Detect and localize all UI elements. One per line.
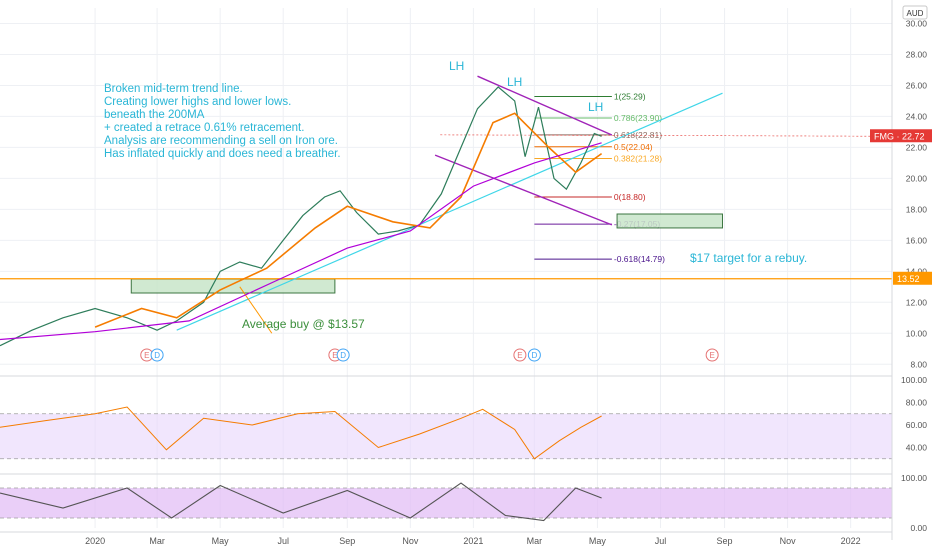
sma-50-line[interactable]: [94, 112, 603, 328]
rsi-tick-label: 40.00: [906, 443, 928, 453]
earnings-marker-label: E: [332, 351, 337, 360]
time-tick-label: Nov: [780, 536, 797, 546]
downtrend-channel-line[interactable]: [477, 75, 613, 136]
currency-badge: AUD: [902, 5, 928, 20]
lower-high-label: LH: [449, 59, 464, 73]
time-tick-label: 2020: [85, 536, 105, 546]
fib-level-label: 1(25.29): [614, 91, 646, 101]
dividend-marker-label: D: [531, 351, 537, 360]
earnings-marker[interactable]: [513, 348, 527, 362]
earnings-marker[interactable]: [705, 348, 719, 362]
rsi-tick-label: 100.00: [901, 375, 927, 385]
dividend-marker[interactable]: [527, 348, 541, 362]
rebuy-target-zone[interactable]: [616, 213, 723, 229]
drawn-lines[interactable]: [0, 75, 893, 334]
fib-level-label: 0(18.80): [614, 192, 646, 202]
earnings-marker-label: E: [709, 351, 714, 360]
average-line-label: 13.52: [897, 274, 920, 284]
note-line: + created a retrace 0.61% retracement.: [104, 122, 304, 134]
note-line: beneath the 200MA: [104, 109, 205, 121]
price-tick-label: 26.00: [906, 80, 928, 90]
earnings-marker-label: E: [144, 351, 149, 360]
time-tick-label: Nov: [402, 536, 419, 546]
dividend-marker-label: D: [154, 351, 160, 360]
time-tick-label: Jul: [277, 536, 289, 546]
note-line: Broken mid-term trend line.: [104, 83, 243, 95]
average-buy-note: Average buy @ $13.57: [242, 317, 365, 331]
average-line-tag[interactable]: 13.52: [893, 271, 932, 285]
price-axis[interactable]: 8.00 10.00 12.00 14.00 16.00 18.00 20.00 22.00 2…: [891, 0, 928, 540]
stoch-tick-label: 100.00: [901, 473, 927, 483]
price-tick-label: 8.00: [910, 359, 927, 369]
last-price-line: [440, 134, 893, 137]
price-tick-label: 20.00: [906, 173, 928, 183]
note-line: Creating lower highs and lower lows.: [104, 96, 291, 108]
price-tick-label: 10.00: [906, 328, 928, 338]
rsi-tick-label: 80.00: [906, 398, 928, 408]
note-line: Has inflated quickly and does need a bre…: [104, 148, 341, 160]
dividend-marker-label: D: [340, 351, 346, 360]
trade-notes: Broken mid-term trend line. Creating low…: [104, 83, 341, 160]
average-buy-zone[interactable]: [130, 278, 336, 294]
sma-200-line[interactable]: [0, 142, 602, 341]
event-markers[interactable]: E E E ED D D: [140, 348, 719, 362]
time-tick-label: May: [589, 536, 607, 546]
rsi-line[interactable]: [0, 406, 602, 460]
price-tick-label: 30.00: [906, 18, 928, 28]
price-tick-label: 12.00: [906, 297, 928, 307]
last-price-label: FMG · 22.72: [874, 131, 925, 141]
fib-level-label: 0.5(22.04): [614, 142, 653, 152]
price-tick-label: 16.00: [906, 235, 928, 245]
time-tick-label: Sep: [717, 536, 733, 546]
time-tick-label: Sep: [339, 536, 355, 546]
price-tick-label: 28.00: [906, 49, 928, 59]
price-line[interactable]: [0, 86, 602, 347]
rsi-band-fill: [0, 413, 892, 459]
price-series[interactable]: [0, 86, 603, 522]
fib-level-label: 0.786(23.90): [614, 113, 662, 123]
broken-trend-line[interactable]: [176, 92, 723, 331]
time-tick-label: 2021: [463, 536, 483, 546]
time-tick-label: Mar: [149, 536, 165, 546]
dividend-marker[interactable]: [150, 348, 164, 362]
dividend-marker[interactable]: [336, 348, 350, 362]
earnings-marker-label: E: [517, 351, 522, 360]
note-line: Analysis are recommending a sell on Iron…: [104, 135, 338, 147]
rsi-tick-label: 60.00: [906, 420, 928, 430]
price-tick-label: 18.00: [906, 204, 928, 214]
rsi-band: [0, 413, 892, 460]
time-tick-label: Jul: [655, 536, 667, 546]
time-axis[interactable]: 2020 Mar May Jul Sep Nov 2021 Mar May Jul Sep Nov 20…: [0, 531, 892, 546]
lower-high-label: LH: [507, 75, 522, 89]
time-tick-label: Mar: [527, 536, 543, 546]
fib-level-label: 0.618(22.81): [614, 130, 662, 140]
price-tick-label: 22.00: [906, 142, 928, 152]
lower-high-label: LH: [588, 100, 603, 114]
fib-level-label: 0.382(21.28): [614, 154, 662, 164]
last-price-tag[interactable]: FMG · 22.72: [870, 129, 932, 143]
price-tick-label: 24.00: [906, 111, 928, 121]
currency-label: AUD: [907, 9, 924, 18]
time-tick-label: May: [212, 536, 230, 546]
annotation-boxes[interactable]: [130, 213, 723, 294]
fib-level-label: -0.618(14.79): [614, 254, 665, 264]
stoch-tick-label: 0.00: [910, 523, 927, 533]
downtrend-channel-line[interactable]: [434, 154, 613, 226]
target-note: $17 target for a rebuy.: [690, 251, 807, 265]
price-tick-label: 14.00: [906, 266, 928, 276]
stochastic-line[interactable]: [0, 482, 602, 522]
time-tick-label: 2022: [841, 536, 861, 546]
